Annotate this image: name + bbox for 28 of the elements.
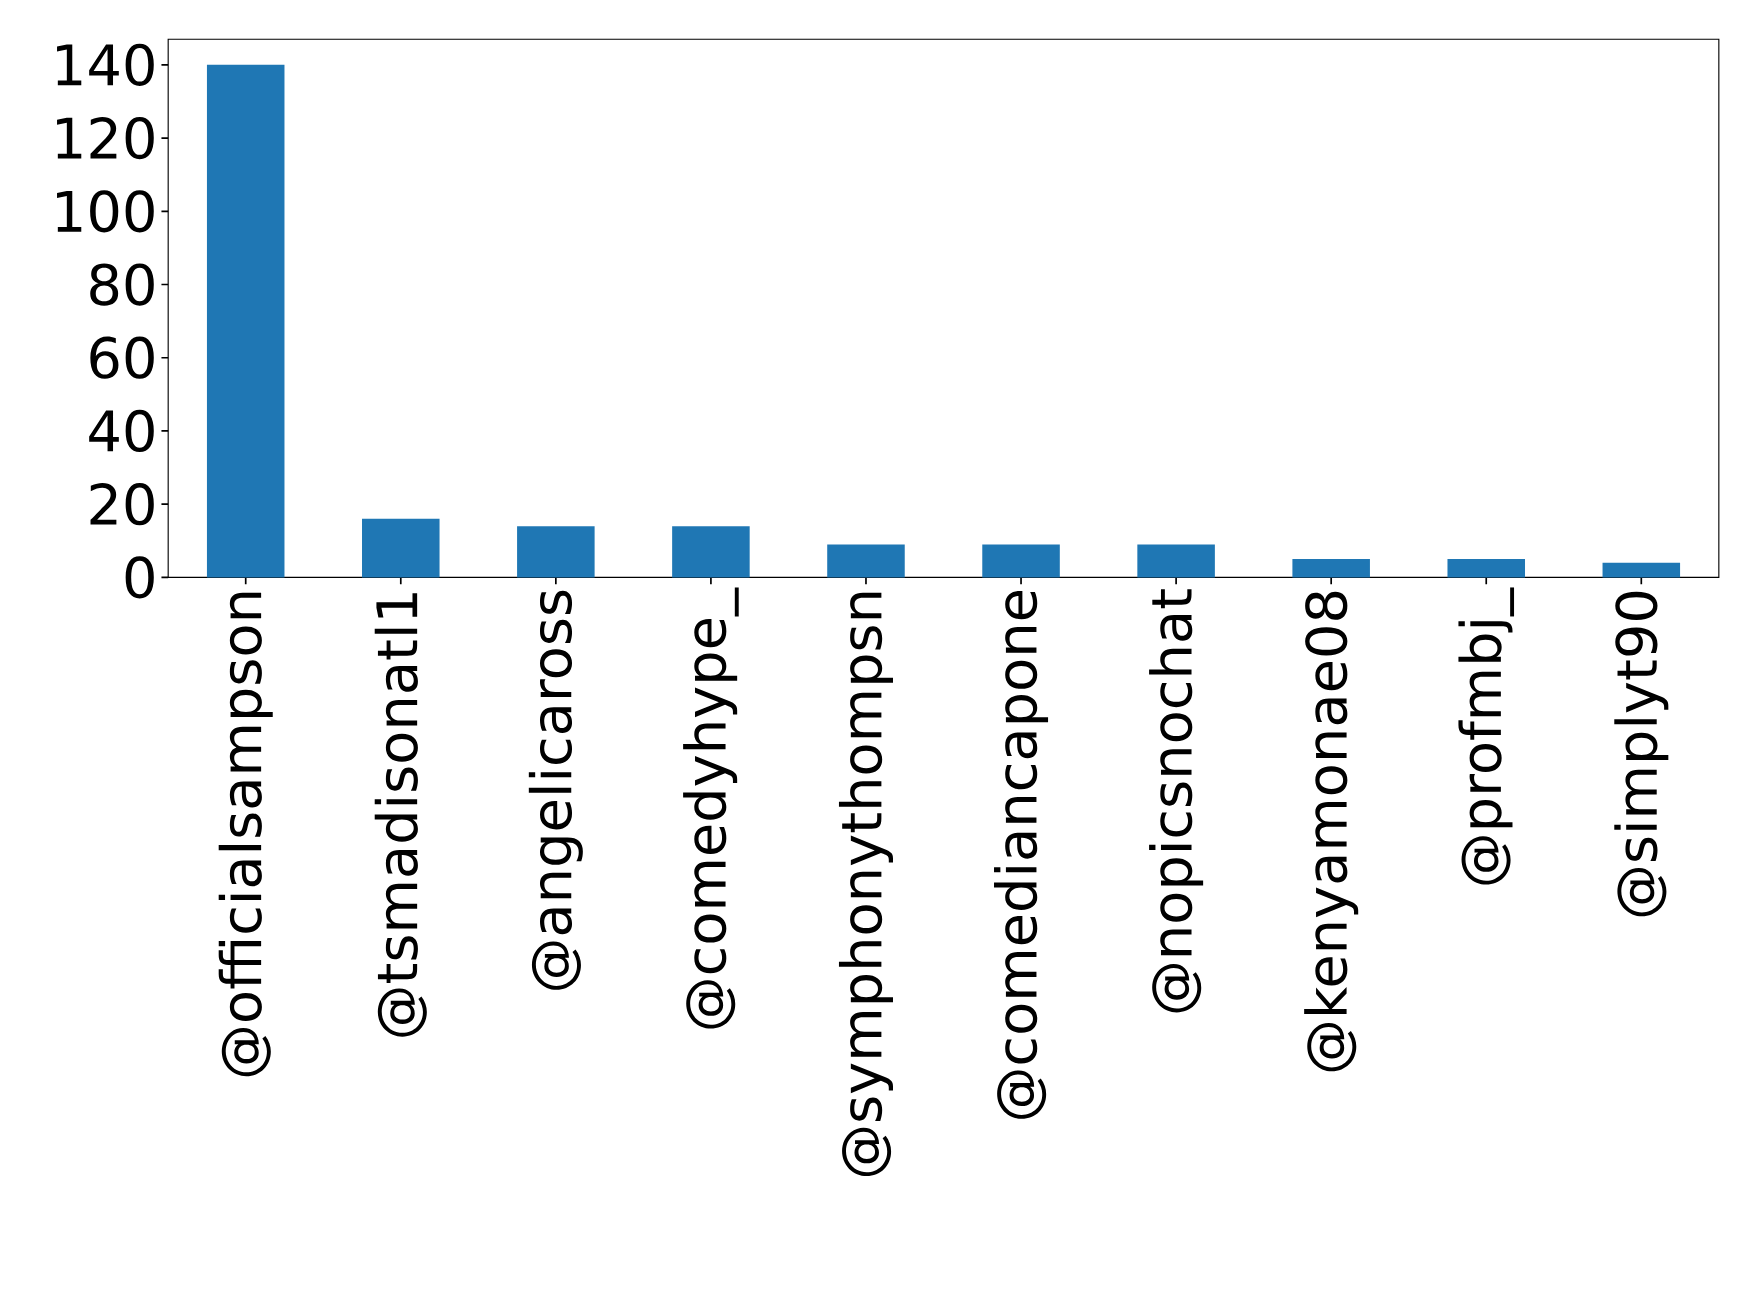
bar: [1292, 558, 1370, 578]
x-tick-label: @tsmadisonatl1: [374, 593, 427, 1037]
bar: [827, 544, 905, 578]
y-tick-label: 40: [89, 409, 154, 452]
y-tick-label: 100: [57, 190, 154, 233]
bar: [1602, 562, 1681, 578]
x-tick-label: @nopicsnochat: [1149, 589, 1204, 1013]
x-tick-label: @comediancapone: [994, 590, 1049, 1119]
bar: [672, 525, 750, 578]
bar: [1137, 544, 1215, 578]
x-tick-label: @profmbj_: [1458, 587, 1515, 885]
y-tick-label: 60: [90, 336, 154, 379]
bar: [517, 525, 595, 578]
y-tick-label: 80: [90, 263, 154, 306]
x-tick-label: @angelicaross: [528, 590, 583, 990]
y-tick-label: 20: [90, 482, 154, 526]
y-tick-label: 120: [57, 116, 154, 160]
x-tick-label: @kenyamonae08: [1304, 591, 1359, 1072]
x-tick-label: @simplyt90: [1614, 591, 1669, 917]
bar: [1447, 558, 1526, 578]
bar: [362, 518, 440, 578]
bar: [982, 544, 1060, 578]
y-tick-label: 140: [57, 43, 154, 86]
x-tick-label: @comedyhype_: [683, 587, 739, 1029]
x-tick-label: @symphonythompsn: [838, 592, 893, 1176]
x-tick-label: @officialsampson: [218, 592, 273, 1077]
y-tick-label: 0: [125, 556, 154, 599]
bar: [206, 64, 285, 578]
